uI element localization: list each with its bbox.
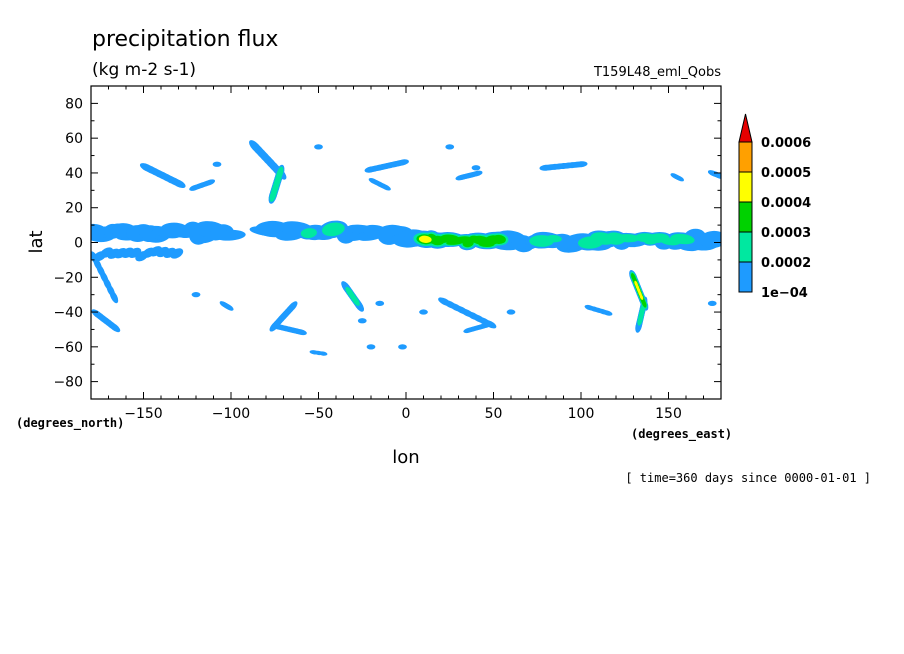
colorbar-label: 0.0002 (761, 256, 811, 271)
x-tick-label: 0 (402, 406, 411, 422)
contour-level-1 (91, 140, 721, 356)
precip-cell (294, 328, 307, 336)
precip-cell (191, 292, 201, 298)
colorbar-label: 0.0004 (761, 196, 811, 211)
precip-cell (674, 175, 685, 182)
x-tick-label: −100 (212, 406, 250, 422)
precip-cell (637, 315, 643, 326)
precip-cell (639, 293, 644, 300)
y-tick-label: −20 (53, 270, 83, 286)
colorbar: 1e−04 0.0002 0.0003 0.0004 0.0005 0.0006 (738, 113, 811, 301)
colorbar-label: 0.0005 (761, 166, 811, 181)
precip-cell (224, 303, 234, 311)
y-tick-label: 0 (74, 236, 83, 252)
precip-cell (309, 350, 319, 355)
precip-cell (463, 327, 474, 334)
precip-cell (171, 178, 186, 189)
y-tick-label: −60 (53, 340, 83, 356)
precip-cell (471, 170, 483, 177)
precip-cell (351, 295, 360, 306)
axis-ticks: −150 −100 −50 0 50 100 150 80 60 40 20 0 −20 −40 −60 −8… (53, 85, 721, 422)
precip-cell (418, 235, 432, 243)
precip-cell (366, 344, 376, 350)
colorbar-swatch (738, 261, 753, 293)
y-tick-label: 80 (65, 96, 83, 112)
y-tick-label: 20 (65, 201, 83, 217)
precip-cell (574, 161, 588, 168)
x-axis-label: lon (392, 447, 419, 468)
x-tick-label: 150 (655, 406, 682, 422)
colorbar-swatch (738, 141, 753, 173)
x-tick-label: 50 (485, 406, 503, 422)
y-tick-label: 40 (65, 166, 83, 182)
colorbar-label: 0.0006 (761, 136, 811, 151)
colorbar-swatch (738, 171, 753, 203)
precip-cell (707, 300, 717, 306)
y-tick-label: −40 (53, 305, 83, 321)
precip-cell (398, 344, 407, 350)
colorbar-swatch (738, 231, 753, 263)
x-unit-label: (degrees_east) (631, 427, 732, 442)
colorbar-swatch (738, 201, 753, 233)
colorbar-label: 0.0003 (761, 226, 811, 241)
precip-cell (314, 144, 323, 150)
precip-cell (506, 309, 516, 315)
x-tick-label: 100 (568, 406, 595, 422)
precip-cell (491, 234, 506, 244)
precip-cell (615, 234, 640, 243)
y-tick-label: −80 (53, 375, 83, 391)
chart-title: precipitation flux (92, 27, 278, 52)
y-tick-label: 60 (65, 131, 83, 147)
precip-cell (641, 299, 647, 308)
precip-cell (714, 172, 721, 180)
precip-cell (602, 310, 613, 316)
precip-cell (471, 165, 481, 171)
precip-cell (204, 179, 216, 186)
precip-cell (212, 229, 246, 241)
precip-cell (212, 161, 222, 167)
precip-cell (109, 290, 119, 304)
precip-cell (108, 322, 121, 333)
units-label: (kg m-2 s-1) (92, 60, 196, 80)
x-tick-label: −150 (124, 406, 162, 422)
precip-cell (396, 159, 409, 166)
precip-cell (269, 189, 277, 202)
precip-cell (300, 228, 317, 239)
precip-cell (670, 233, 695, 245)
time-label: [ time=360 days since 0000-01-01 ] (625, 471, 871, 485)
y-unit-label: (degrees_north) (16, 416, 124, 431)
precip-field (91, 140, 721, 356)
precip-cell (322, 222, 345, 237)
contour-level-4 (418, 235, 644, 300)
colorbar-extend-arrow (738, 113, 753, 143)
y-axis-label: lat (26, 230, 47, 253)
colorbar-label: 1e−04 (761, 286, 808, 301)
precip-cell (445, 144, 455, 150)
run-label: T159L48_eml_Qobs (593, 65, 721, 80)
precip-cell (375, 300, 385, 306)
precip-cell (699, 230, 721, 249)
precip-cell (419, 309, 428, 315)
precip-cell (357, 318, 367, 324)
precip-cell (545, 234, 562, 243)
precip-cell (380, 184, 391, 191)
precip-cell (170, 248, 184, 259)
x-tick-label: −50 (304, 406, 334, 422)
